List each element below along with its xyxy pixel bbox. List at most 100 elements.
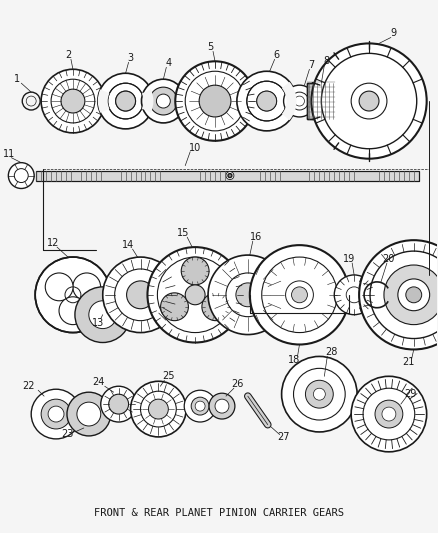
Text: 26: 26 [232, 379, 244, 389]
Text: 23: 23 [61, 429, 73, 439]
Text: 13: 13 [92, 318, 104, 328]
Circle shape [77, 402, 101, 426]
Text: 27: 27 [277, 432, 290, 441]
Circle shape [45, 273, 73, 301]
Circle shape [191, 397, 209, 415]
Circle shape [250, 245, 349, 344]
Circle shape [61, 89, 85, 113]
Text: 11: 11 [3, 149, 15, 159]
Text: 6: 6 [274, 50, 280, 60]
Text: 4: 4 [165, 58, 171, 68]
Text: 12: 12 [47, 238, 59, 248]
Circle shape [59, 297, 87, 325]
Wedge shape [282, 82, 297, 120]
Circle shape [398, 279, 430, 311]
Text: 25: 25 [162, 372, 175, 381]
Circle shape [370, 288, 384, 302]
Circle shape [257, 91, 277, 111]
Circle shape [116, 91, 135, 111]
Circle shape [384, 265, 438, 325]
Circle shape [208, 255, 288, 335]
Text: 29: 29 [405, 389, 417, 399]
Circle shape [286, 281, 314, 309]
Circle shape [48, 406, 64, 422]
Circle shape [127, 281, 155, 309]
Circle shape [195, 401, 205, 411]
Circle shape [156, 94, 170, 108]
Text: 18: 18 [288, 356, 300, 366]
Text: 19: 19 [343, 254, 355, 264]
Circle shape [131, 381, 186, 437]
Text: 22: 22 [22, 381, 35, 391]
Circle shape [35, 257, 111, 333]
Text: 1: 1 [14, 74, 20, 84]
Circle shape [67, 392, 111, 436]
Text: 8: 8 [323, 56, 329, 66]
Circle shape [359, 91, 379, 111]
Circle shape [8, 163, 34, 189]
Text: 2: 2 [65, 50, 71, 60]
Circle shape [294, 96, 304, 106]
Circle shape [75, 287, 131, 343]
Circle shape [31, 389, 81, 439]
Circle shape [292, 287, 307, 303]
Text: 16: 16 [250, 232, 262, 242]
Text: 7: 7 [308, 60, 314, 70]
Bar [307, 83, 335, 119]
Circle shape [148, 247, 243, 343]
Text: FRONT & REAR PLANET PINION CARRIER GEARS: FRONT & REAR PLANET PINION CARRIER GEARS [94, 508, 344, 519]
Text: 3: 3 [127, 53, 134, 63]
Bar [307, 83, 335, 119]
Text: 15: 15 [177, 228, 189, 238]
Wedge shape [142, 90, 153, 113]
Text: 28: 28 [325, 348, 337, 358]
Circle shape [314, 94, 328, 108]
Text: 24: 24 [92, 377, 105, 387]
Circle shape [282, 357, 357, 432]
Circle shape [185, 285, 205, 305]
Circle shape [184, 390, 216, 422]
Circle shape [98, 73, 153, 129]
Circle shape [283, 85, 315, 117]
Bar [36, 171, 419, 181]
Circle shape [236, 283, 260, 307]
Circle shape [41, 399, 71, 429]
Circle shape [351, 376, 427, 452]
Circle shape [202, 293, 230, 321]
Circle shape [175, 61, 255, 141]
Circle shape [351, 83, 387, 119]
Circle shape [116, 91, 135, 111]
Circle shape [89, 301, 117, 329]
Circle shape [314, 388, 325, 400]
Circle shape [226, 172, 234, 180]
Bar [36, 171, 419, 181]
Circle shape [41, 69, 105, 133]
Circle shape [161, 293, 188, 321]
Circle shape [257, 91, 277, 111]
Circle shape [149, 87, 177, 115]
Circle shape [375, 400, 403, 428]
Text: 10: 10 [189, 143, 201, 153]
Circle shape [148, 399, 168, 419]
Circle shape [359, 240, 438, 350]
Wedge shape [98, 90, 110, 113]
Text: 5: 5 [207, 43, 213, 52]
Circle shape [109, 394, 129, 414]
Circle shape [237, 71, 297, 131]
Text: 20: 20 [383, 254, 395, 264]
Circle shape [382, 407, 396, 421]
Circle shape [334, 275, 374, 314]
Text: 21: 21 [403, 358, 415, 367]
Circle shape [199, 85, 231, 117]
Circle shape [141, 79, 185, 123]
Circle shape [346, 287, 362, 303]
Circle shape [181, 257, 209, 285]
Text: 14: 14 [123, 240, 135, 250]
Circle shape [305, 380, 333, 408]
Circle shape [311, 43, 427, 159]
Circle shape [215, 399, 229, 413]
Circle shape [73, 273, 101, 301]
Text: 9: 9 [391, 28, 397, 38]
Circle shape [103, 257, 178, 333]
Circle shape [228, 174, 232, 177]
